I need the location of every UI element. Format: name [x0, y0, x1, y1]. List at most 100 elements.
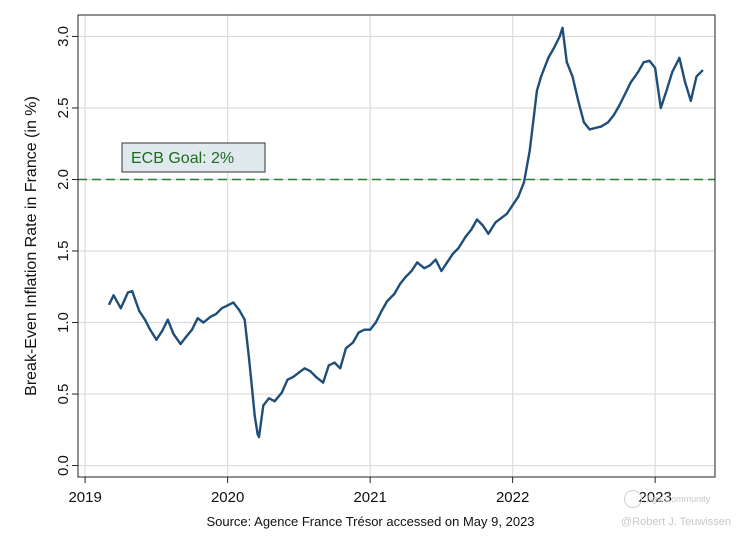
data-point — [357, 331, 360, 334]
data-point — [440, 269, 443, 273]
data-point — [410, 269, 413, 273]
data-point — [183, 337, 186, 340]
x-tick-label: 2022 — [496, 489, 529, 506]
data-point — [333, 361, 336, 364]
data-point — [522, 181, 526, 184]
gridlines — [78, 15, 715, 477]
y-tick-label: 2.0 — [55, 169, 72, 190]
data-point — [561, 26, 564, 29]
y-tick-label: 1.5 — [55, 241, 72, 262]
data-point — [428, 264, 432, 267]
author-credit: @Robert J. Teuwissen — [620, 516, 731, 528]
y-tick-label: 0.0 — [55, 455, 72, 476]
series-line-group — [108, 26, 704, 439]
data-point — [322, 381, 325, 384]
data-point — [179, 342, 182, 346]
y-tick-label: 0.5 — [55, 384, 72, 405]
data-point — [494, 221, 497, 224]
data-point — [393, 292, 396, 295]
data-point — [629, 81, 633, 84]
x-tick-label: 2019 — [68, 489, 101, 506]
data-point — [339, 367, 342, 370]
data-point — [250, 385, 253, 388]
data-point — [689, 99, 692, 102]
x-tick-label: 2021 — [353, 489, 386, 506]
data-point — [327, 364, 330, 367]
x-tick-label: 2020 — [211, 489, 244, 506]
data-point — [138, 310, 141, 313]
data-point — [232, 301, 235, 304]
data-point — [351, 341, 355, 344]
data-point — [446, 261, 449, 264]
data-point — [262, 404, 265, 407]
data-point — [599, 125, 603, 128]
data-point — [108, 302, 111, 305]
data-point — [215, 312, 218, 315]
data-point — [475, 218, 479, 221]
data-point — [386, 300, 389, 303]
data-point — [112, 294, 115, 297]
data-point — [126, 291, 129, 294]
data-point — [161, 330, 164, 333]
watermark: Tiga Community — [624, 490, 710, 508]
data-point — [297, 371, 300, 374]
data-point — [636, 71, 640, 74]
data-point — [582, 121, 586, 124]
data-point — [552, 46, 556, 50]
data-point — [363, 328, 366, 331]
data-point — [256, 433, 259, 436]
data-point — [247, 357, 251, 360]
series-line-break-even — [108, 26, 704, 439]
source-note: Source: Agence France Trésor accessed on… — [206, 514, 535, 529]
data-point — [172, 332, 175, 336]
data-point — [528, 149, 531, 152]
data-point — [594, 126, 597, 130]
data-point — [451, 252, 454, 255]
data-point — [665, 89, 668, 92]
data-point — [505, 212, 508, 215]
data-point — [166, 318, 169, 321]
data-point — [220, 307, 223, 310]
data-point — [565, 61, 568, 64]
data-point — [612, 114, 615, 117]
data-point — [588, 128, 591, 131]
data-point — [481, 224, 484, 227]
data-point — [273, 400, 276, 403]
plot-frame — [77, 14, 716, 478]
ecb-goal-label: ECB Goal: 2% — [121, 142, 266, 173]
data-point — [267, 397, 271, 400]
x-axis: 2019 2020 2021 2022 2023 — [68, 477, 672, 506]
data-point — [280, 391, 283, 394]
ecb-goal-label-box — [121, 142, 266, 173]
data-point — [404, 275, 407, 278]
y-axis: 0.0 0.5 1.0 1.5 2.0 2.5 3.0 — [55, 26, 78, 476]
data-point — [119, 307, 122, 310]
data-point — [237, 308, 241, 311]
y-axis-title: Break-Even Inflation Rate in France (in … — [23, 96, 40, 396]
data-point — [374, 321, 377, 324]
data-point — [209, 315, 212, 318]
data-point — [547, 56, 550, 60]
data-point — [286, 378, 289, 381]
data-point — [148, 327, 151, 330]
data-point — [642, 61, 645, 64]
data-point — [243, 318, 246, 321]
data-point — [678, 56, 681, 60]
data-point — [155, 338, 158, 341]
data-point — [399, 282, 402, 285]
data-point — [196, 317, 199, 320]
y-tick-label: 2.5 — [55, 98, 72, 119]
data-point — [464, 235, 467, 238]
data-point — [618, 104, 621, 107]
data-point — [671, 71, 674, 74]
data-point — [607, 121, 610, 124]
data-point — [423, 267, 426, 270]
data-point — [309, 370, 312, 373]
data-point — [487, 232, 490, 235]
data-point — [654, 66, 657, 69]
data-point — [659, 106, 662, 110]
data-point — [257, 435, 261, 439]
data-point — [253, 414, 256, 417]
data-point — [684, 81, 687, 84]
